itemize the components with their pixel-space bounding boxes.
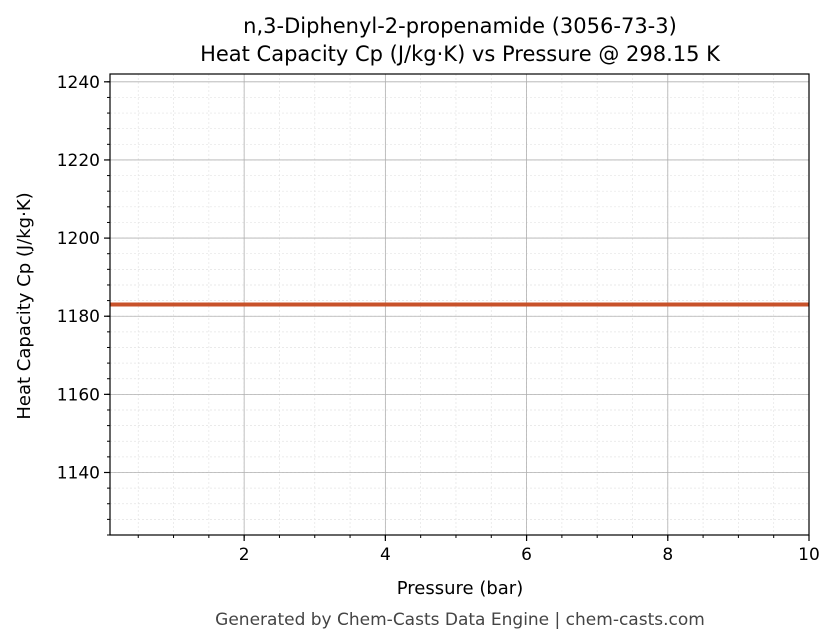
- tick-labels: 2 4 6 8 10 1140 1160 1180 1200 1220 1240: [57, 73, 820, 565]
- chart-subtitle: Heat Capacity Cp (J/kg·K) vs Pressure @ …: [200, 42, 721, 66]
- y-tick-label: 1180: [57, 307, 100, 327]
- y-tick-label: 1240: [57, 73, 100, 93]
- y-axis-label: Heat Capacity Cp (J/kg·K): [14, 192, 35, 419]
- x-axis-label: Pressure (bar): [397, 578, 523, 599]
- x-tick-label: 8: [662, 545, 673, 565]
- axis-ticks: [104, 81, 810, 541]
- y-tick-label: 1200: [57, 229, 100, 249]
- chart-title: n,3-Diphenyl-2-propenamide (3056-73-3): [243, 14, 677, 38]
- footer-credit: Generated by Chem-Casts Data Engine | ch…: [215, 610, 705, 630]
- plot-frame: [109, 73, 810, 536]
- x-tick-label: 4: [380, 545, 391, 565]
- y-tick-label: 1220: [57, 151, 100, 171]
- x-tick-label: 2: [239, 545, 250, 565]
- y-tick-label: 1160: [57, 385, 100, 405]
- y-tick-label: 1140: [57, 463, 100, 483]
- x-tick-label: 10: [798, 545, 820, 565]
- x-tick-label: 6: [521, 545, 532, 565]
